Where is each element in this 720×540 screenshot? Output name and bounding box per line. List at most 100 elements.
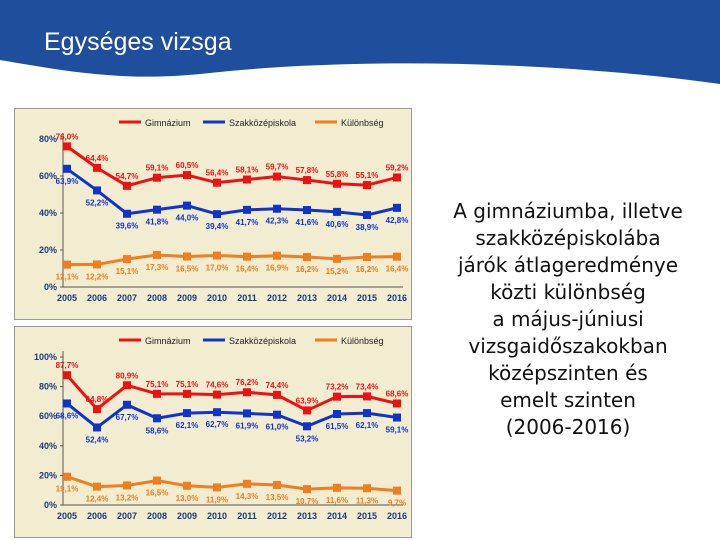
data-label: 53,2% — [296, 434, 319, 443]
data-label: 41,8% — [146, 218, 169, 227]
data-label: 67,7% — [116, 413, 139, 422]
data-label: 74,6% — [206, 381, 229, 390]
data-label: 42,8% — [386, 216, 409, 225]
data-point — [333, 207, 341, 216]
data-label: 73,4% — [356, 382, 379, 391]
data-label: 80,9% — [116, 371, 139, 380]
data-point — [93, 482, 101, 491]
x-tick-label: 2013 — [297, 511, 317, 521]
x-tick-label: 2009 — [177, 511, 197, 521]
y-tick-label: 60% — [39, 411, 57, 421]
y-tick-label: 40% — [39, 208, 57, 218]
data-label: 76,2% — [236, 378, 259, 387]
data-point — [273, 390, 281, 399]
data-label: 40,6% — [326, 220, 349, 229]
data-label: 63,9% — [296, 396, 319, 405]
x-tick-label: 2005 — [57, 511, 77, 521]
data-point — [363, 484, 371, 493]
x-tick-label: 2016 — [387, 293, 407, 303]
data-point — [363, 211, 371, 220]
data-label: 54,7% — [116, 172, 139, 181]
data-point — [243, 388, 251, 397]
legend-label: Gimnázium — [145, 118, 191, 128]
series-line-2 — [66, 253, 398, 267]
y-tick-label: 0% — [44, 500, 57, 510]
data-point — [123, 255, 131, 264]
data-label: 39,4% — [206, 222, 229, 231]
data-label: 87,7% — [56, 361, 79, 370]
series-line-1 — [66, 402, 398, 429]
x-tick-label: 2010 — [207, 293, 227, 303]
data-label: 14,3% — [236, 492, 259, 501]
data-label: 57,8% — [296, 166, 319, 175]
data-label: 39,6% — [116, 222, 139, 231]
x-tick-label: 2009 — [177, 293, 197, 303]
x-tick-label: 2013 — [297, 293, 317, 303]
data-point — [153, 250, 161, 259]
data-label: 12,4% — [86, 495, 109, 504]
data-point — [333, 483, 341, 492]
side-description: A gimnáziumba, illetve szakközépiskolába… — [453, 199, 683, 439]
data-point — [303, 406, 311, 415]
data-label: 41,6% — [296, 218, 319, 227]
header-wave — [0, 0, 720, 84]
data-point — [243, 479, 251, 488]
data-label: 62,1% — [176, 421, 199, 430]
data-point — [393, 486, 401, 495]
y-tick-label: 60% — [39, 171, 57, 181]
data-point — [303, 422, 311, 431]
data-label: 15,2% — [326, 267, 349, 276]
data-point — [183, 171, 191, 180]
data-label: 10,7% — [296, 497, 319, 506]
data-label: 42,3% — [266, 217, 289, 226]
data-label: 61,9% — [236, 421, 259, 430]
data-point — [123, 481, 131, 490]
data-point — [273, 172, 281, 181]
page-title: Egységes vizsga — [44, 28, 232, 56]
data-label: 62,1% — [356, 421, 379, 430]
legend-label: Szakközépiskola — [229, 336, 296, 346]
data-point — [183, 389, 191, 398]
data-label: 44,0% — [176, 214, 199, 223]
data-label: 52,4% — [86, 435, 109, 444]
data-point — [393, 399, 401, 408]
data-label: 59,1% — [146, 164, 169, 173]
data-point — [363, 181, 371, 190]
x-tick-label: 2011 — [237, 293, 257, 303]
data-point — [273, 481, 281, 490]
data-point — [333, 392, 341, 401]
x-tick-label: 2010 — [207, 511, 227, 521]
data-label: 52,2% — [86, 198, 109, 207]
x-tick-label: 2016 — [387, 511, 407, 521]
data-label: 16,5% — [146, 489, 169, 498]
data-label: 16,2% — [296, 265, 319, 274]
data-point — [123, 381, 131, 390]
legend-label: Különbség — [341, 336, 384, 346]
data-point — [393, 203, 401, 212]
x-tick-label: 2012 — [267, 511, 287, 521]
data-point — [213, 390, 221, 399]
data-label: 12,1% — [56, 273, 79, 282]
data-label: 59,7% — [266, 163, 289, 172]
x-tick-label: 2005 — [57, 293, 77, 303]
y-tick-label: 80% — [39, 134, 57, 144]
x-tick-label: 2006 — [87, 511, 107, 521]
data-label: 41,7% — [236, 218, 259, 227]
data-label: 13,2% — [116, 493, 139, 502]
data-point — [213, 251, 221, 260]
data-point — [123, 209, 131, 218]
data-point — [183, 409, 191, 418]
data-label: 13,0% — [176, 494, 199, 503]
data-label: 64,8% — [86, 395, 109, 404]
data-label: 17,3% — [146, 263, 169, 272]
y-tick-label: 20% — [39, 470, 57, 480]
data-point — [93, 423, 101, 432]
data-label: 63,9% — [56, 177, 79, 186]
data-point — [243, 205, 251, 214]
y-tick-label: 20% — [39, 245, 57, 255]
data-point — [93, 260, 101, 269]
x-tick-label: 2012 — [267, 293, 287, 303]
data-point — [333, 179, 341, 188]
data-point — [303, 176, 311, 185]
data-point — [243, 409, 251, 418]
